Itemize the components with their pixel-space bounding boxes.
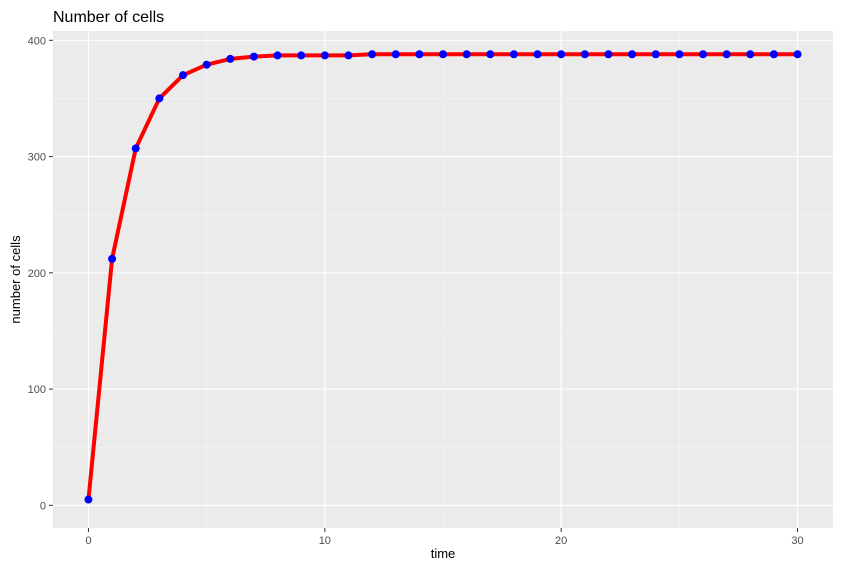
y-tick-label: 300 <box>28 152 46 164</box>
y-tick-label: 200 <box>28 268 46 280</box>
data-point <box>155 94 164 103</box>
y-axis-title: number of cells <box>8 235 23 324</box>
data-point <box>746 50 755 59</box>
data-point <box>604 50 613 59</box>
data-point <box>651 50 660 59</box>
x-tick-label: 10 <box>319 535 331 547</box>
x-tick-label: 0 <box>85 535 91 547</box>
data-point <box>769 50 778 59</box>
data-point <box>462 50 471 59</box>
y-tick-label: 100 <box>28 384 46 396</box>
major-gridlines <box>53 31 833 528</box>
data-point <box>297 51 306 60</box>
data-point <box>675 50 684 59</box>
data-point <box>131 144 140 153</box>
data-point <box>344 51 353 60</box>
data-point <box>580 50 589 59</box>
data-point <box>108 254 117 263</box>
y-tick-label: 400 <box>28 35 46 47</box>
data-point <box>368 50 377 59</box>
data-point <box>249 52 258 61</box>
data-point <box>415 50 424 59</box>
data-point <box>628 50 637 59</box>
data-point <box>273 51 282 60</box>
minor-gridlines <box>53 31 833 528</box>
y-tick-label: 0 <box>40 500 46 512</box>
data-point <box>793 50 802 59</box>
data-point <box>179 71 187 80</box>
y-axis: 0 100 200 300 400 <box>28 35 53 512</box>
x-axis: 0 10 20 30 <box>85 528 804 547</box>
x-tick-label: 30 <box>791 535 803 547</box>
data-point <box>391 50 400 59</box>
data-point <box>557 50 566 59</box>
data-point <box>320 51 329 60</box>
series-points <box>84 50 802 504</box>
data-point <box>533 50 542 59</box>
data-point <box>486 50 495 59</box>
data-point <box>722 50 731 59</box>
chart-title: Number of cells <box>53 9 164 26</box>
data-point <box>699 50 707 59</box>
data-point <box>202 60 211 69</box>
data-point <box>84 495 93 504</box>
data-point <box>509 50 518 59</box>
x-tick-label: 20 <box>555 535 567 547</box>
x-axis-title: time <box>431 546 456 561</box>
data-point <box>439 50 447 59</box>
data-point <box>226 54 235 63</box>
